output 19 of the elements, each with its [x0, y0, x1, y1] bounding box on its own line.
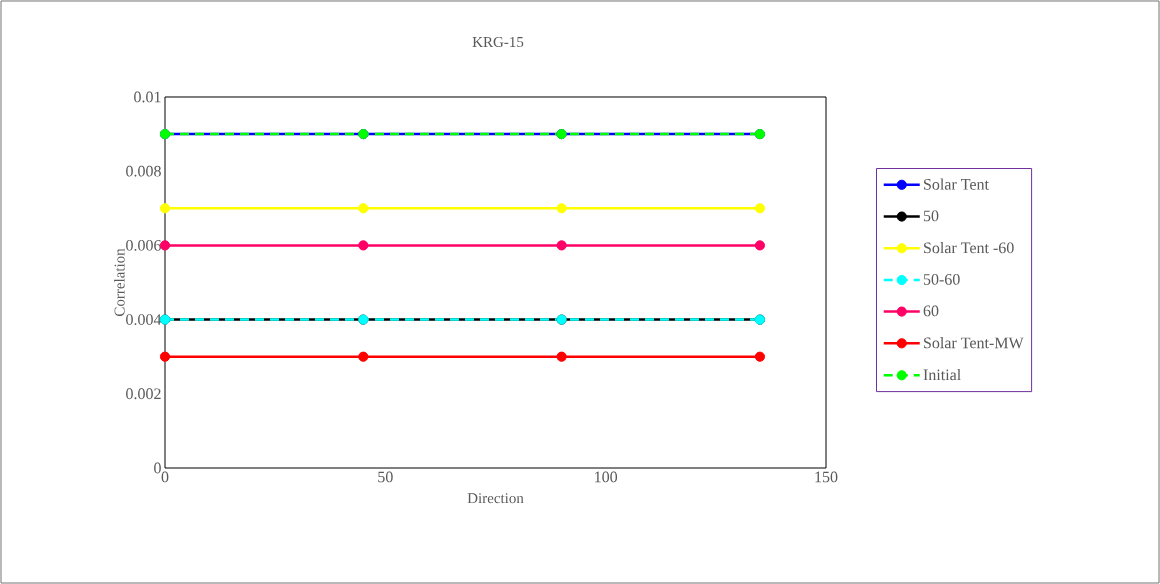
y-axis-title: Correlation — [114, 248, 125, 317]
x-tick-label: 50 — [378, 471, 393, 483]
legend-label: Initial — [923, 369, 961, 381]
y-tick-label: 0.01 — [134, 91, 161, 103]
y-tick-label: 0.006 — [126, 239, 162, 251]
x-axis-title: Direction — [467, 493, 524, 504]
y-tick-label: 0 — [154, 462, 161, 474]
legend-label: 50 — [923, 210, 939, 222]
legend-label: Solar Tent — [924, 178, 989, 190]
legend-label: Solar Tent -60 — [924, 242, 1014, 254]
y-tick-label: 0.002 — [126, 388, 161, 400]
y-tick-label: 0.004 — [126, 314, 162, 326]
x-tick-label: 100 — [595, 471, 618, 483]
legend-label: Solar Tent-MW — [924, 337, 1024, 349]
x-tick-label: 150 — [815, 471, 838, 483]
legend-label: 50-60 — [923, 273, 960, 285]
legend-label: 60 — [923, 305, 939, 317]
chart-title: KRG-15 — [472, 36, 524, 48]
y-tick-label: 0.008 — [126, 165, 161, 177]
